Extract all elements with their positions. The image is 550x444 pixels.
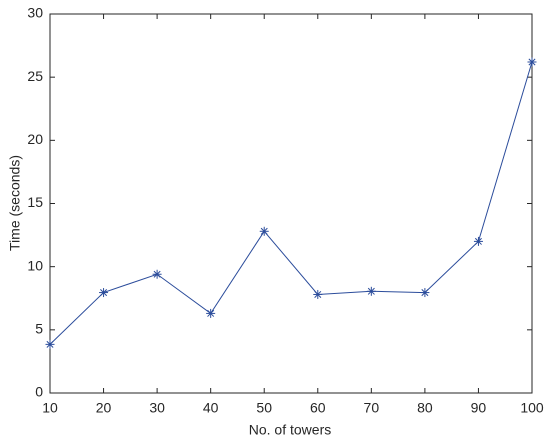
x-tick-label: 10	[42, 400, 58, 416]
marker-stroke	[100, 289, 108, 297]
x-axis-label: No. of towers	[249, 422, 331, 438]
marker-stroke	[367, 287, 375, 295]
x-tick-label: 90	[471, 400, 487, 416]
y-axis-label: Time (seconds)	[7, 155, 23, 251]
y-tick-label: 0	[35, 384, 43, 400]
asterisk-marker	[99, 288, 109, 298]
y-tick-label: 10	[27, 257, 43, 273]
asterisk-marker	[527, 57, 537, 67]
asterisk-marker	[45, 339, 55, 349]
marker-stroke	[46, 340, 54, 348]
y-tick-label: 5	[35, 321, 43, 337]
marker-stroke	[528, 58, 536, 66]
y-tick-label: 15	[27, 194, 43, 210]
y-tick-label: 25	[27, 68, 43, 84]
marker-stroke	[260, 227, 268, 235]
x-tick-label: 20	[96, 400, 112, 416]
x-tick-label: 70	[364, 400, 380, 416]
marker-stroke	[314, 290, 322, 298]
x-tick-label: 80	[417, 400, 433, 416]
data-line	[49, 61, 533, 345]
x-tick-label: 50	[256, 400, 272, 416]
asterisk-marker	[473, 236, 483, 246]
asterisk-marker	[259, 226, 269, 236]
y-tick-label: 20	[27, 131, 43, 147]
asterisk-marker	[366, 286, 376, 296]
x-tick-label: 60	[310, 400, 326, 416]
asterisk-marker	[206, 308, 216, 318]
x-tick-label: 100	[520, 400, 544, 416]
marker-stroke	[153, 270, 161, 278]
marker-stroke	[421, 289, 429, 297]
x-tick-label: 40	[203, 400, 219, 416]
asterisk-marker	[313, 289, 323, 299]
marker-stroke	[207, 309, 215, 317]
y-tick-label: 30	[27, 5, 43, 21]
asterisk-marker	[420, 288, 430, 298]
x-tick-label: 30	[149, 400, 165, 416]
marker-stroke	[474, 237, 482, 245]
asterisk-marker	[152, 269, 162, 279]
